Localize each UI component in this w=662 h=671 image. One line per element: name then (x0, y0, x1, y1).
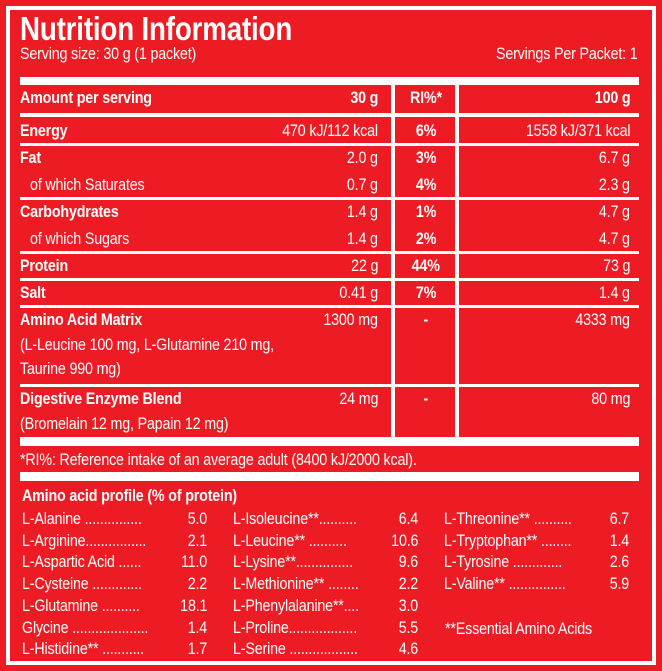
divider (20, 472, 639, 481)
amino-acid-value: 4.6 (398, 639, 419, 659)
amino-acid-name: L-Phenylalanine**.... (233, 595, 359, 615)
amino-acid-name: L-Threonine** .......... (444, 509, 572, 528)
amino-acid-name: L-Serine .................. (233, 639, 358, 659)
essential-note: **Essential Amino Acids (445, 619, 592, 638)
amino-acid-value: 10.6 (390, 530, 418, 550)
amino-acid-value: 1.4 (609, 530, 630, 550)
amino-acid-name: L-Methionine** ........ (233, 574, 359, 594)
divider (20, 197, 639, 200)
amino-acid-value: 5.5 (398, 617, 419, 637)
amino-acid-name: L-Cysteine ............. (22, 574, 142, 594)
column-divider (391, 85, 395, 438)
amino-acid-name: Glycine .................... (22, 617, 149, 637)
amino-acid-value: 18.1 (179, 595, 207, 615)
label-frame (6, 6, 656, 665)
divider (20, 437, 639, 446)
amino-acid-name: L-Glutamine .......... (22, 595, 140, 615)
amino-acid-name: L-Alanine ............... (22, 509, 142, 528)
amino-acid-value: 1.4 (187, 617, 208, 637)
amino-acid-value: 11.0 (180, 552, 207, 572)
amino-acid-name: L-Lysine**............... (233, 552, 353, 572)
amino-acid-name: L-Histidine** ........... (22, 639, 144, 659)
amino-acid-value: 1.7 (187, 639, 208, 659)
column-divider (455, 85, 459, 438)
amino-acid-name: L-Isoleucine**.......... (233, 509, 357, 528)
amino-acid-value: 9.6 (398, 552, 419, 572)
amino-acid-value: 6.7 (609, 509, 630, 528)
divider (20, 143, 639, 146)
amino-acid-name: L-Leucine** .......... (233, 530, 347, 550)
amino-acid-name: L-Tryptophan** ........ (444, 530, 572, 550)
amino-acid-value: 3.0 (398, 595, 419, 615)
divider (20, 384, 639, 387)
amino-acid-value: 2.2 (187, 574, 208, 594)
amino-acid-value: 2.2 (398, 574, 419, 594)
divider (20, 77, 639, 85)
serving-size: Serving size: 30 g (1 packet) (20, 44, 197, 63)
divider (20, 113, 639, 117)
amino-acid-name: L-Valine** ............... (444, 574, 566, 594)
amino-acid-value: 5.0 (187, 509, 208, 528)
amino-acid-name: L-Aspartic Acid ...... (22, 552, 142, 572)
divider (20, 305, 639, 308)
servings-per-packet: Servings Per Packet: 1 (496, 44, 638, 63)
amino-acid-value: 6.4 (398, 509, 419, 528)
divider (20, 251, 639, 254)
amino-acid-name: L-Arginine................ (22, 530, 147, 550)
divider (20, 278, 639, 281)
amino-acid-name: L-Proline.................. (233, 617, 358, 637)
amino-acid-value: 2.1 (187, 530, 208, 550)
amino-acid-name: L-Tyrosine ............. (444, 552, 563, 572)
amino-acid-value: 2.6 (609, 552, 630, 572)
page-title: Nutrition Information (20, 10, 293, 47)
amino-acid-value: 5.9 (609, 574, 630, 594)
